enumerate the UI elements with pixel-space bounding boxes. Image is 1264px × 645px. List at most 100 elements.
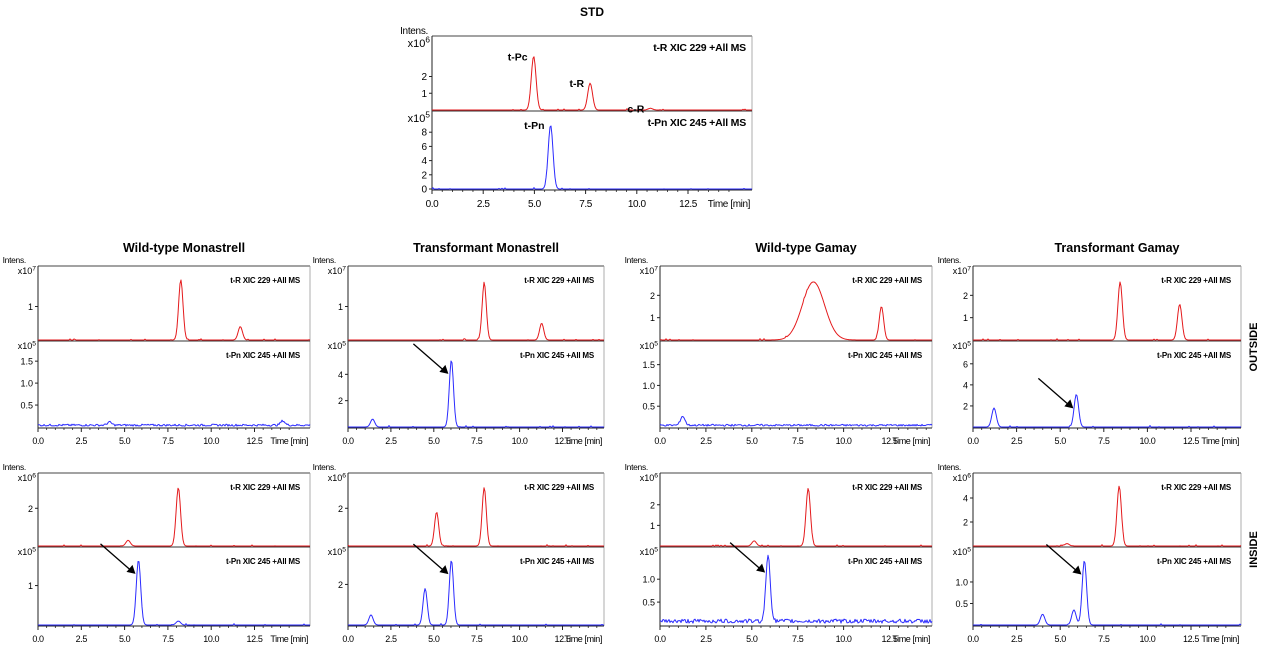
- x-tick-label: 12.5: [247, 634, 263, 644]
- y-tick-label: 8: [421, 128, 427, 139]
- x-tick-label: 5.0: [528, 199, 542, 210]
- y-tick-label: 2: [28, 504, 33, 514]
- series-t-pn-xic-245-all-ms: x105 0.5 1.0 1.5 t-Pn XIC 245 +All MS: [18, 340, 311, 427]
- series-t-r-xic-229-all-ms: x107 1 2 t-R XIC 229 +All MS: [953, 265, 1241, 341]
- trace-line: [38, 279, 311, 341]
- y-tick-label: 2: [421, 170, 427, 181]
- series-label: t-Pn XIC 245 +All MS: [226, 557, 301, 566]
- y-exponent-label: x107: [18, 265, 37, 276]
- series-label: t-R XIC 229 +All MS: [1161, 483, 1232, 492]
- series-t-pn-xic-245-all-ms: x105 0.5 1.0 1.5 t-Pn XIC 245 +All MS: [640, 340, 933, 427]
- trace-line: [348, 281, 604, 341]
- series-label: t-Pn XIC 245 +All MS: [520, 351, 595, 360]
- x-axis-title: Time [min]: [708, 199, 751, 210]
- y-tick-label: 1: [963, 313, 968, 323]
- series-label: t-Pn XIC 245 +All MS: [1157, 351, 1232, 360]
- y-tick-label: 2: [338, 580, 343, 590]
- trace-line: [973, 394, 1241, 428]
- chart-panel-wt-mon-in: Intens. 0.0 2.5 5.0 7.5 10.0 12.5 Time [min] x10…: [3, 462, 311, 644]
- series-label: t-R XIC 229 +All MS: [524, 276, 595, 285]
- x-axis-title: Time [min]: [564, 634, 602, 644]
- y-tick-label: 1.0: [955, 577, 968, 587]
- y-tick-label: 6: [963, 359, 968, 369]
- series-label: t-Pn XIC 245 +All MS: [648, 117, 747, 129]
- peak-arrow: [100, 543, 132, 572]
- y-tick-label: 1: [28, 581, 33, 591]
- y-tick-label: 4: [338, 370, 343, 380]
- x-tick-label: 10.0: [1139, 634, 1155, 644]
- x-tick-label: 7.5: [162, 436, 174, 446]
- x-tick-label: 5.0: [428, 634, 440, 644]
- chart-panel-std: STD Intens. 0.0 2.5 5.0 7.5 10.0 12.5 Time [min]…: [400, 5, 753, 210]
- side-label: INSIDE: [1248, 531, 1260, 568]
- y-axis-label: Intens.: [313, 462, 336, 472]
- y-tick-label: 0: [421, 185, 427, 196]
- x-tick-label: 0.0: [967, 436, 979, 446]
- peak-arrow-head: [1072, 565, 1082, 575]
- x-tick-label: 7.5: [792, 634, 804, 644]
- peak-arrow-head: [439, 565, 449, 575]
- chart-panel-tr-gam-in: Intens. 0.0 2.5 5.0 7.5 10.0 12.5 Time [min] x10…: [938, 462, 1260, 644]
- series-label: t-R XIC 229 +All MS: [1161, 276, 1232, 285]
- chart-title: Transformant Monastrell: [413, 241, 559, 255]
- x-tick-label: 0.0: [654, 436, 666, 446]
- y-tick-label: 1: [338, 302, 343, 312]
- peak-label: t-R: [570, 78, 585, 90]
- x-tick-label: 5.0: [1055, 436, 1067, 446]
- x-tick-label: 7.5: [1098, 436, 1110, 446]
- series-label: t-R XIC 229 +All MS: [524, 483, 595, 492]
- x-tick-label: 2.5: [76, 436, 88, 446]
- series-t-pn-xic-245-all-ms: x105 0.5 1.0 t-Pn XIC 245 +All MS: [640, 542, 933, 624]
- y-exponent-label: x106: [328, 472, 347, 483]
- y-tick-label: 1: [650, 521, 655, 531]
- y-tick-label: 1.0: [642, 575, 655, 585]
- x-tick-label: 7.5: [471, 436, 483, 446]
- x-tick-label: 7.5: [162, 634, 174, 644]
- y-exponent-label: x105: [640, 340, 659, 351]
- x-tick-label: 0.0: [32, 436, 44, 446]
- x-axis-title: Time [min]: [892, 634, 930, 644]
- peak-arrow: [729, 542, 762, 571]
- y-exponent-label: x105: [953, 546, 972, 557]
- trace-line: [659, 554, 933, 624]
- x-axis-title: Time [min]: [270, 436, 308, 446]
- series-t-r-xic-229-all-ms: x106 2 t-R XIC 229 +All MS: [18, 472, 310, 547]
- x-tick-label: 2.5: [700, 634, 712, 644]
- x-tick-label: 0.0: [342, 436, 354, 446]
- series-t-pn-xic-245-all-ms: x105 2 4 t-Pn XIC 245 +All MS: [328, 340, 604, 428]
- chart-title: Transformant Gamay: [1054, 241, 1179, 255]
- x-axis-title: Time [min]: [270, 634, 308, 644]
- x-tick-label: 12.5: [882, 436, 898, 446]
- y-axis-label: Intens.: [625, 462, 648, 472]
- x-tick-label: 12.5: [555, 634, 571, 644]
- y-axis-label: Intens.: [938, 462, 961, 472]
- y-axis-label: Intens.: [400, 26, 428, 37]
- y-tick-label: 1: [421, 89, 427, 100]
- y-tick-label: 2: [338, 396, 343, 406]
- chart-panel-tr-gam-out: Transformant Gamay Intens. 0.0 2.5 5.0 7.5 10.…: [938, 241, 1260, 446]
- chart-title: Wild-type Gamay: [755, 241, 856, 255]
- x-axis-title: Time [min]: [1201, 436, 1239, 446]
- x-tick-label: 12.5: [1183, 436, 1199, 446]
- y-tick-label: 2: [650, 291, 655, 301]
- y-tick-label: 0.5: [955, 599, 968, 609]
- chart-title: Wild-type Monastrell: [123, 241, 245, 255]
- peak-label: t-Pc: [508, 51, 528, 63]
- x-tick-label: 5.0: [746, 436, 758, 446]
- x-axis-title: Time [min]: [1201, 634, 1239, 644]
- series-t-r-xic-229-all-ms: x106 1 2 t-R XIC 229 +All MS: [640, 472, 932, 547]
- x-tick-label: 12.5: [1183, 634, 1199, 644]
- series-t-pn-xic-245-all-ms: x105 1 t-Pn XIC 245 +All MS: [18, 543, 310, 626]
- y-tick-label: 4: [963, 494, 968, 504]
- x-tick-label: 0.0: [32, 634, 44, 644]
- series-t-pn-xic-245-all-ms: x105 2 4 6 t-Pn XIC 245 +All MS: [953, 340, 1241, 428]
- series-t-r-xic-229-all-ms: x107 1 t-R XIC 229 +All MS: [328, 265, 604, 341]
- x-tick-label: 2.5: [1011, 634, 1023, 644]
- x-tick-label: 10.0: [203, 634, 219, 644]
- y-exponent-label: x107: [328, 265, 347, 276]
- peak-arrow: [412, 343, 445, 372]
- peak-arrow: [1037, 377, 1070, 406]
- x-tick-label: 7.5: [579, 199, 593, 210]
